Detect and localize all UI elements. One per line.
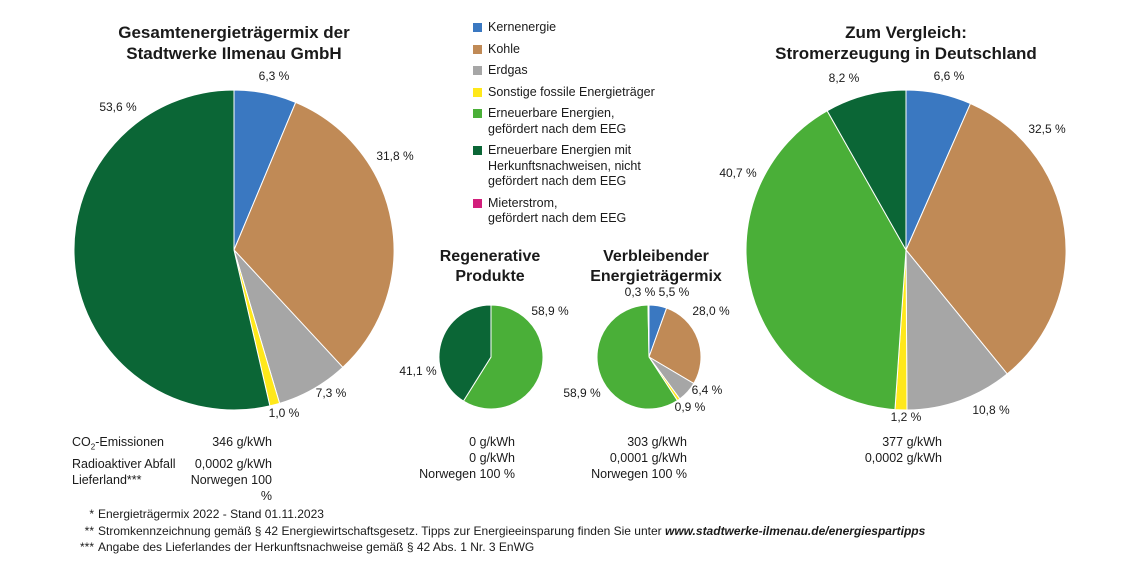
- main-radio-value: 0,0002 g/kWh: [194, 456, 272, 471]
- main-pie-label-sonstige: 1,0 %: [269, 406, 300, 420]
- rest-chart-title: Verbleibender Energieträgermix: [574, 247, 738, 287]
- legend-item-erneuerbar-hkn: Erneuerbare Energien mit Herkunftsnachwe…: [473, 143, 655, 190]
- de-pie-label-kernenergie: 6,6 %: [934, 69, 965, 83]
- legend-swatch: [473, 109, 482, 118]
- legend-label: Erneuerbare Energien mit Herkunftsnachwe…: [488, 143, 641, 188]
- footnote-1: * Energieträgermix 2022 - Stand 01.11.20…: [72, 506, 925, 523]
- legend-swatch: [473, 66, 482, 75]
- de-pie-label-erdgas: 10,8 %: [972, 403, 1010, 417]
- main-stats: CO2-Emissionen 346 g/kWh Radioaktiver Ab…: [72, 434, 272, 504]
- legend-item-kohle: Kohle: [473, 42, 655, 58]
- legend-swatch: [473, 44, 482, 54]
- legend-label: Sonstige fossile Energieträger: [488, 84, 655, 99]
- regen-pie-label-erneuerbar_hkn: 41,1 %: [399, 364, 437, 378]
- footnote-mark: **: [84, 523, 94, 538]
- rest-pie-label-sonstige: 0,9 %: [675, 400, 706, 414]
- main-co2-value: 346 g/kWh: [212, 435, 272, 449]
- radio-row: Radioaktiver Abfall 0,0002 g/kWh: [72, 456, 272, 472]
- de-pie-label-erneuerbar_eeg: 40,7 %: [719, 166, 757, 180]
- legend-item-kernenergie: Kernenergie: [473, 20, 655, 36]
- footnote-2: ** Stromkennzeichnung gemäß § 42 Energie…: [72, 523, 926, 540]
- rest-radio-value: 0,0001 g/kWh: [609, 451, 687, 465]
- rest-co2-value: 303 g/kWh: [627, 435, 687, 449]
- main-pie-slice-kohle: [233, 101, 395, 369]
- footnote-mark: *: [89, 507, 94, 521]
- regen-pie-slice-erneuerbar_eeg: [462, 304, 544, 410]
- rest-pie-slice-erneuerbar_eeg: [596, 304, 679, 410]
- legend-label: Erneuerbare Energien, gefördert nach dem…: [488, 106, 627, 136]
- footnote-3: *** Angabe des Lieferlandes der Herkunft…: [72, 539, 925, 556]
- radio-label: Radioaktiver Abfall: [72, 456, 176, 471]
- footnote-text: Energieträgermix 2022 - Stand 01.11.2023: [98, 507, 324, 521]
- de-pie-slice-erneuerbar_eeg: [745, 110, 907, 411]
- regen-pie-slice-erneuerbar_hkn: [438, 304, 492, 402]
- legend-swatch: [473, 87, 482, 97]
- regen-chart-title: Regenerative Produkte: [420, 247, 560, 287]
- legend: Kernenergie Kohle Erdgas Sonstige fossil…: [473, 20, 655, 233]
- regen-co2-value: 0 g/kWh: [469, 435, 515, 449]
- main-pie-label-erneuerbar_hkn: 53,6 %: [99, 100, 137, 114]
- de-pie-slice-erneuerbar_hkn: [826, 89, 907, 252]
- regen-pie-label-erneuerbar_eeg: 58,9 %: [531, 304, 569, 318]
- footnote-mark: ***: [79, 540, 94, 554]
- legend-label: Kernenergie: [488, 20, 557, 34]
- rest-pie-label-erneuerbar_eeg: 58,9 %: [563, 386, 601, 400]
- regen-title-line1: Regenerative: [439, 248, 541, 265]
- co2-label: CO2-Emissionen: [72, 435, 164, 452]
- de-pie-slice-kohle: [905, 102, 1067, 375]
- legend-item-mieterstrom: Mieterstrom, gefördert nach dem EEG: [473, 196, 655, 227]
- rest-pie-label-kernenergie: 5,5 %: [659, 285, 690, 299]
- legend-item-erneuerbar-eeg: Erneuerbare Energien, gefördert nach dem…: [473, 106, 655, 137]
- rest-pie-label-erneuerbar_hkn: 0,3 %: [625, 285, 656, 299]
- energiespartipps-link[interactable]: www.stadtwerke-ilmenau.de/energiespartip…: [665, 523, 926, 538]
- de-chart-title: Zum Vergleich: Stromerzeugung in Deutsch…: [772, 22, 1040, 64]
- main-pie-label-kernenergie: 6,3 %: [259, 69, 290, 83]
- main-land-value: Norwegen 100 %: [190, 472, 272, 503]
- main-title-line2: Stadtwerke Ilmenau GmbH: [126, 44, 342, 63]
- legend-swatch: [473, 23, 482, 32]
- main-pie-slice-erneuerbar_hkn: [73, 89, 271, 411]
- de-pie-label-erneuerbar_hkn: 8,2 %: [829, 71, 860, 85]
- de-title-line2: Stromerzeugung in Deutschland: [775, 44, 1037, 63]
- rest-title-line1: Verbleibender: [603, 248, 709, 265]
- legend-swatch: [473, 146, 482, 155]
- legend-item-sonstige: Sonstige fossile Energieträger: [473, 85, 655, 101]
- regen-title-line2: Produkte: [455, 268, 525, 285]
- regen-radio-value: 0 g/kWh: [469, 451, 515, 465]
- de-radio-value: 0,0002 g/kWh: [864, 451, 942, 465]
- land-label: Lieferland***: [72, 472, 142, 487]
- footnote-text: Angabe des Lieferlandes der Herkunftsnac…: [98, 540, 535, 554]
- rest-pie-slice-erneuerbar_hkn: [647, 304, 650, 358]
- de-co2-value: 377 g/kWh: [882, 435, 942, 449]
- regen-land-value: Norwegen 100 %: [419, 467, 515, 481]
- main-pie-label-erdgas: 7,3 %: [316, 386, 347, 400]
- regen-stats: 0 g/kWh 0 g/kWh Norwegen 100 %: [405, 434, 515, 482]
- main-pie-label-kohle: 31,8 %: [376, 149, 414, 163]
- footnotes: * Energieträgermix 2022 - Stand 01.11.20…: [72, 506, 925, 556]
- legend-label: Erdgas: [488, 63, 528, 77]
- legend-swatch: [473, 198, 482, 208]
- rest-pie-label-erdgas: 6,4 %: [692, 383, 723, 397]
- de-title-line1: Zum Vergleich:: [845, 23, 967, 42]
- de-pie-label-sonstige: 1,2 %: [891, 410, 922, 424]
- de-stats: 377 g/kWh 0,0002 g/kWh: [832, 434, 942, 466]
- de-pie-slice-erdgas: [905, 248, 1008, 411]
- legend-label: Kohle: [488, 41, 520, 56]
- de-pie-label-kohle: 32,5 %: [1028, 122, 1066, 136]
- main-chart-title: Gesamtenergieträgermix der Stadtwerke Il…: [100, 22, 368, 64]
- co2-row: CO2-Emissionen 346 g/kWh: [72, 434, 272, 456]
- rest-stats: 303 g/kWh 0,0001 g/kWh Norwegen 100 %: [577, 434, 687, 482]
- legend-item-erdgas: Erdgas: [473, 63, 655, 79]
- legend-label: Mieterstrom, gefördert nach dem EEG: [488, 195, 627, 226]
- footnote-text: Stromkennzeichnung gemäß § 42 Energiewir…: [98, 523, 665, 538]
- rest-pie-label-kohle: 28,0 %: [692, 304, 730, 318]
- land-row: Lieferland*** Norwegen 100 %: [72, 472, 272, 504]
- rest-land-value: Norwegen 100 %: [591, 467, 687, 481]
- rest-title-line2: Energieträgermix: [590, 268, 722, 285]
- main-title-line1: Gesamtenergieträgermix der: [118, 23, 350, 42]
